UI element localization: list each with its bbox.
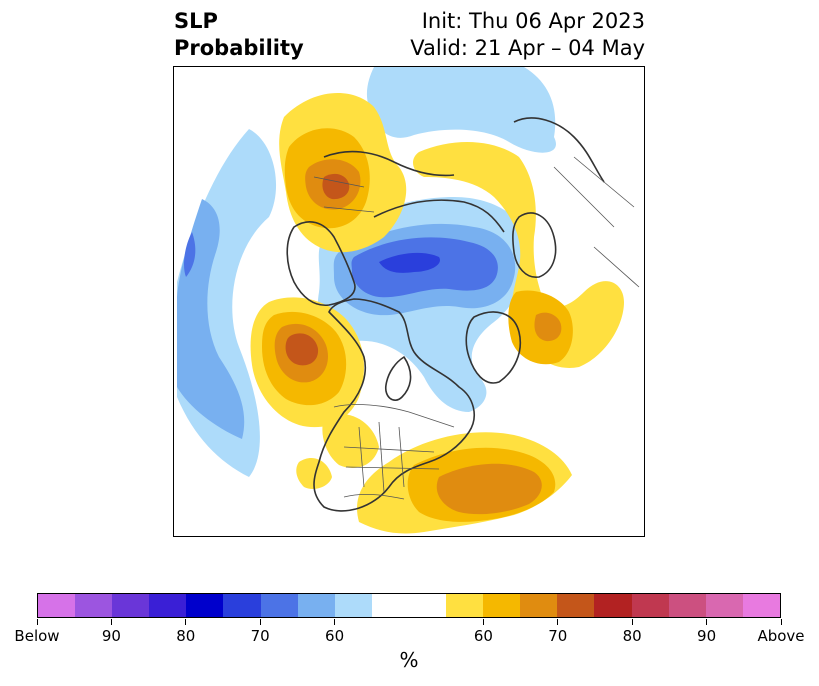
- colorbar-segment: [75, 594, 113, 617]
- coast-europe: [513, 117, 605, 183]
- probability-map: [173, 66, 645, 537]
- borders: [313, 156, 640, 500]
- colorbar-tick: [631, 619, 633, 625]
- colorbar-segment: [149, 594, 187, 617]
- colorbar-tick: [110, 619, 112, 625]
- coast-siberia: [373, 199, 505, 233]
- colorbar-tick: [334, 619, 336, 625]
- above-60-central-us: [322, 413, 379, 468]
- coast-eurasia-north: [323, 150, 455, 177]
- border-us-states-5: [345, 466, 440, 470]
- valid-period: Valid: 21 Apr – 04 May: [410, 36, 645, 60]
- colorbar-segment: [520, 594, 558, 617]
- above-70-norwegian-sea: [534, 312, 562, 342]
- coast-greenland: [465, 311, 521, 384]
- plot-title-right: Init: Thu 06 Apr 2023 Valid: 21 Apr – 04…: [410, 8, 645, 62]
- colorbar-tick-label: 90: [101, 627, 121, 645]
- colorbar-tick: [706, 619, 708, 625]
- colorbar-tick-label: 80: [622, 627, 642, 645]
- colorbar-tick: [482, 619, 484, 625]
- colorbar-segment: [483, 594, 521, 617]
- below-60-arctic: [366, 67, 556, 153]
- colorbar-tick: [259, 619, 261, 625]
- title-variable: SLP: [174, 9, 218, 33]
- colorbar-segment: [223, 594, 261, 617]
- colorbar-tick-label: 90: [697, 627, 717, 645]
- colorbar-segment: [668, 594, 706, 617]
- colorbar-segment: [705, 594, 743, 617]
- title-product: Probability: [174, 36, 304, 60]
- coast-hudson-bay: [384, 356, 412, 401]
- colorbar-segment: [186, 594, 224, 617]
- colorbar-unit: %: [399, 648, 419, 672]
- colorbar-tick: [36, 619, 38, 625]
- colorbar-segment: [446, 594, 484, 617]
- above-75-ne-pacific-core: [285, 333, 319, 366]
- colorbar-tick: [557, 619, 559, 625]
- coast-alaska: [286, 221, 356, 307]
- coast-north-america: [313, 298, 475, 512]
- border-us-states-3: [398, 426, 405, 488]
- colorbar-segment: [297, 594, 335, 617]
- coast-scandinavia: [512, 212, 557, 278]
- colorbar-tick-label: 60: [473, 627, 493, 645]
- border-russia-1: [313, 176, 365, 188]
- coastlines: [286, 117, 605, 512]
- colorbar-tick: [185, 619, 187, 625]
- border-europe-1: [553, 166, 615, 228]
- border-russia-2: [323, 206, 375, 213]
- colorbar-tick-label: 70: [250, 627, 270, 645]
- border-europe-2: [573, 156, 635, 208]
- plot-title-left: SLP Probability: [174, 8, 304, 62]
- colorbar-segment: [334, 594, 372, 617]
- colorbar: [37, 593, 781, 618]
- border-us-states-4: [343, 446, 435, 453]
- colorbar-tick-label: 80: [176, 627, 196, 645]
- border-us-states-2: [378, 421, 385, 493]
- colorbar-segment: [557, 594, 595, 617]
- border-us-mexico: [343, 493, 405, 500]
- colorbar-segment: [112, 594, 150, 617]
- colorbar-segment: [38, 594, 76, 617]
- below-70-north-pacific-core: [184, 232, 196, 277]
- colorbar-segment: [742, 594, 780, 617]
- border-europe-3: [593, 246, 640, 288]
- init-date: Init: Thu 06 Apr 2023: [421, 9, 645, 33]
- colorbar-segment: [631, 594, 669, 617]
- colorbar-tick-label: 60: [325, 627, 345, 645]
- colorbar-segment: [260, 594, 298, 617]
- colorbar-tick-label: Below: [14, 627, 60, 645]
- above-60-western-us: [296, 457, 332, 489]
- border-us-canada: [333, 404, 455, 428]
- below-80-arctic-core: [379, 252, 440, 273]
- colorbar-tick-label: 70: [548, 627, 568, 645]
- border-us-states-1: [358, 426, 365, 488]
- colorbar-tick: [780, 619, 782, 625]
- colorbar-segment: [594, 594, 632, 617]
- colorbar-tick-label: Above: [757, 627, 805, 645]
- above-60-europe-band: [412, 141, 624, 368]
- map-canvas: [177, 67, 640, 534]
- above-70-se-us-atlantic: [436, 463, 542, 515]
- colorbar-segment: [371, 594, 447, 617]
